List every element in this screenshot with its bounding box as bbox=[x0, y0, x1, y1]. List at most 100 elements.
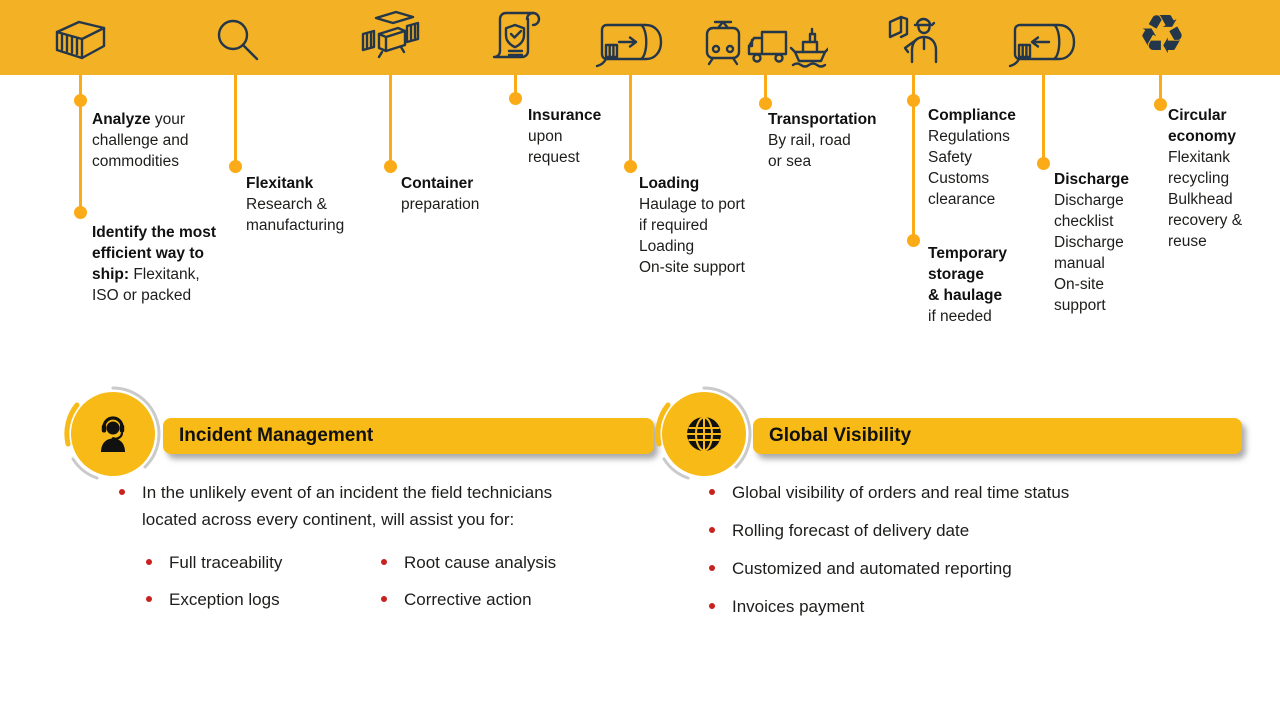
incident-sub-bullet: Root cause analysis bbox=[381, 549, 556, 576]
timeline-line bbox=[513, 75, 517, 99]
timeline-line bbox=[233, 75, 237, 167]
insurance-document-icon bbox=[489, 8, 541, 66]
truck-icon bbox=[747, 30, 788, 63]
step-title: Loading bbox=[639, 175, 700, 192]
globe-icon bbox=[681, 411, 727, 462]
transport-icons bbox=[702, 12, 828, 68]
global-item: Rolling forecast of delivery date bbox=[732, 521, 970, 540]
global-bullet: Rolling forecast of delivery date bbox=[709, 517, 969, 544]
bullet-dot bbox=[119, 489, 125, 495]
timeline-dot bbox=[1153, 97, 1167, 111]
incident-item: Corrective action bbox=[404, 590, 532, 609]
step-label-circular-economy: Circular economy Flexitank recycling Bulk… bbox=[1168, 84, 1280, 252]
timeline-line bbox=[1158, 75, 1162, 105]
global-visibility-banner: Global Visibility bbox=[753, 418, 1242, 454]
timeline-dot bbox=[383, 159, 397, 173]
discharge-flexitank-icon bbox=[1008, 13, 1078, 69]
incident-sub-bullet: Corrective action bbox=[381, 586, 532, 613]
step-body: Discharge checklist Discharge manual On-… bbox=[1054, 192, 1124, 314]
step-title: Temporary storage & haulage bbox=[928, 245, 1007, 304]
ship-icon bbox=[789, 27, 828, 68]
loading-flexitank-icon bbox=[595, 13, 665, 69]
step-title: Discharge bbox=[1054, 171, 1129, 188]
incident-management-banner: Incident Management bbox=[163, 418, 654, 454]
timeline-dot bbox=[73, 93, 87, 107]
step-body: Flexitank recycling Bulkhead recovery & … bbox=[1168, 149, 1243, 250]
step-body: Research & manufacturing bbox=[246, 196, 345, 234]
timeline-dot bbox=[1036, 156, 1050, 170]
step-body: By rail, road or sea bbox=[768, 132, 851, 170]
step-label-loading: Loading Haulage to port if required Loadi… bbox=[639, 152, 789, 278]
global-item: Invoices payment bbox=[732, 597, 865, 616]
incident-management-title: Incident Management bbox=[179, 425, 374, 446]
global-item: Global visibility of orders and real tim… bbox=[732, 483, 1070, 502]
step-label-container: Container preparation bbox=[401, 152, 551, 215]
step-body: Regulations Safety Customs clearance bbox=[928, 128, 1010, 208]
incident-item: Exception logs bbox=[169, 590, 280, 609]
bullet-dot bbox=[146, 559, 152, 565]
timeline-dot bbox=[73, 205, 87, 219]
global-item: Customized and automated reporting bbox=[732, 559, 1012, 578]
process-bar: ♻ bbox=[0, 0, 1280, 75]
step-label-transportation: Transportation By rail, road or sea bbox=[768, 88, 918, 172]
bullet-dot bbox=[381, 596, 387, 602]
timeline-line bbox=[763, 75, 767, 104]
global-bullet: Global visibility of orders and real tim… bbox=[709, 479, 1069, 506]
timeline-dot bbox=[906, 93, 920, 107]
global-bullet: Invoices payment bbox=[709, 593, 864, 620]
step-title: Flexitank bbox=[246, 175, 314, 192]
step-label-analyze: Analyze your challenge and commodities bbox=[92, 88, 242, 172]
incident-sub-bullet: Exception logs bbox=[146, 586, 280, 613]
step-body: preparation bbox=[401, 196, 480, 213]
incident-sub-bullet: Full traceability bbox=[146, 549, 282, 576]
step-label-compliance: Compliance Regulations Safety Customs cle… bbox=[928, 84, 1078, 210]
step-body: Flexitank, ISO or packed bbox=[92, 266, 200, 304]
step-label-flexitank: Flexitank Research & manufacturing bbox=[246, 152, 396, 236]
step-title: Container bbox=[401, 175, 474, 192]
global-visibility-title: Global Visibility bbox=[769, 425, 912, 446]
timeline-line bbox=[628, 75, 632, 167]
headset-agent-icon bbox=[91, 412, 135, 461]
timeline-dot bbox=[508, 91, 522, 105]
step-label-insurance: Insurance upon request bbox=[528, 84, 678, 168]
train-icon bbox=[705, 20, 741, 66]
incident-intro-bullet: In the unlikely event of an incident the… bbox=[119, 479, 629, 533]
step-body: your challenge and commodities bbox=[92, 111, 189, 170]
bullet-dot bbox=[146, 596, 152, 602]
timeline-line bbox=[911, 75, 915, 241]
step-title: Circular economy bbox=[1168, 107, 1237, 145]
bullet-dot bbox=[709, 603, 715, 609]
timeline-line bbox=[1041, 75, 1045, 164]
global-bullet: Customized and automated reporting bbox=[709, 555, 1012, 582]
step-label-identify: Identify the most efficient way to ship:… bbox=[92, 201, 242, 306]
container-icon bbox=[47, 9, 111, 69]
step-label-discharge: Discharge Discharge checklist Discharge m… bbox=[1054, 148, 1204, 316]
step-label-temporary-storage: Temporary storage & haulage if needed bbox=[928, 222, 1078, 327]
search-icon bbox=[209, 13, 263, 65]
step-body: upon request bbox=[528, 128, 580, 166]
step-title: Identify the most efficient way to ship: bbox=[92, 224, 217, 283]
timeline-dot bbox=[758, 96, 772, 110]
timeline-line bbox=[388, 75, 392, 167]
incident-item: Root cause analysis bbox=[404, 553, 557, 572]
step-title: Analyze bbox=[92, 111, 151, 128]
step-title: Insurance bbox=[528, 107, 602, 124]
timeline-dot bbox=[228, 159, 242, 173]
bullet-dot bbox=[709, 527, 715, 533]
container-preparation-icon bbox=[357, 7, 423, 69]
incident-item: Full traceability bbox=[169, 553, 283, 572]
step-body: if needed bbox=[928, 308, 992, 325]
step-body: Haulage to port if required Loading On-s… bbox=[639, 196, 745, 276]
bullet-dot bbox=[381, 559, 387, 565]
bullet-dot bbox=[709, 565, 715, 571]
timeline-dot bbox=[906, 233, 920, 247]
step-title: Compliance bbox=[928, 107, 1016, 124]
step-title: Transportation bbox=[768, 111, 877, 128]
timeline-dot bbox=[623, 159, 637, 173]
recycle-icon: ♻ bbox=[1137, 5, 1187, 65]
timeline-line bbox=[78, 75, 82, 213]
incident-intro-text: In the unlikely event of an incident the… bbox=[142, 483, 553, 529]
bullet-dot bbox=[709, 489, 715, 495]
customs-officer-icon bbox=[882, 8, 944, 70]
